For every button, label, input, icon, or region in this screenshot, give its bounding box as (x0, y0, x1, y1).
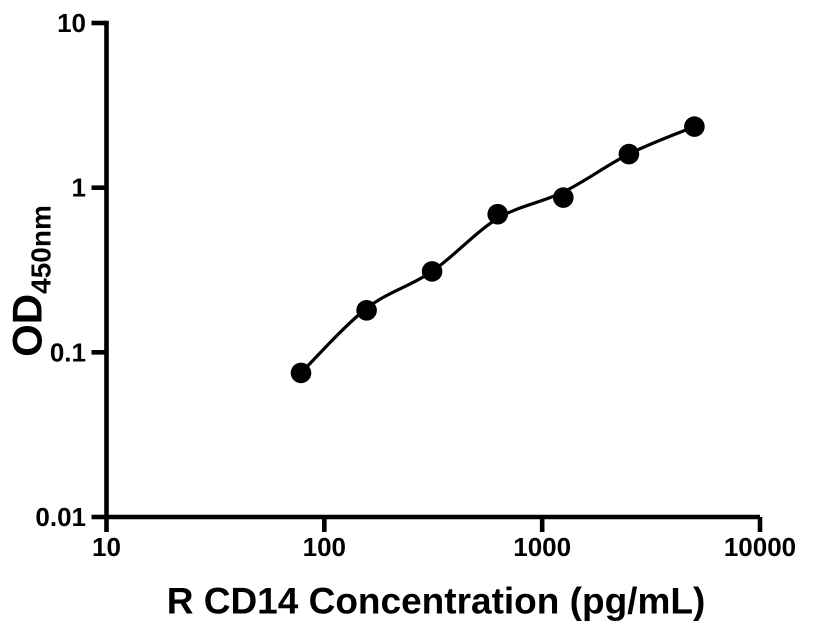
fit-curve (299, 125, 696, 375)
x-axis-tick-label: 10 (92, 532, 121, 562)
data-point (553, 187, 574, 208)
data-point (356, 300, 377, 321)
data-point (618, 143, 640, 165)
x-axis-tick-label: 1000 (513, 532, 571, 562)
y-axis-title-subscript: 450nm (25, 205, 57, 294)
data-point (421, 261, 443, 282)
y-axis-title-text: OD (3, 293, 51, 357)
x-axis-title: R CD14 Concentration (pg/mL) (166, 580, 706, 622)
y-axis-tick-label: 0.01 (35, 502, 86, 532)
y-axis-tick-label: 1 (72, 173, 86, 203)
x-axis-tick-label: 10000 (724, 532, 796, 562)
data-point (487, 203, 509, 225)
y-axis-tick-label: 10 (57, 8, 86, 38)
y-axis-title: OD450nm (3, 205, 57, 357)
data-point (684, 116, 705, 137)
data-point (290, 362, 312, 384)
x-axis-tick-label: 100 (303, 532, 346, 562)
y-axis-tick-label: 0.1 (50, 337, 86, 367)
